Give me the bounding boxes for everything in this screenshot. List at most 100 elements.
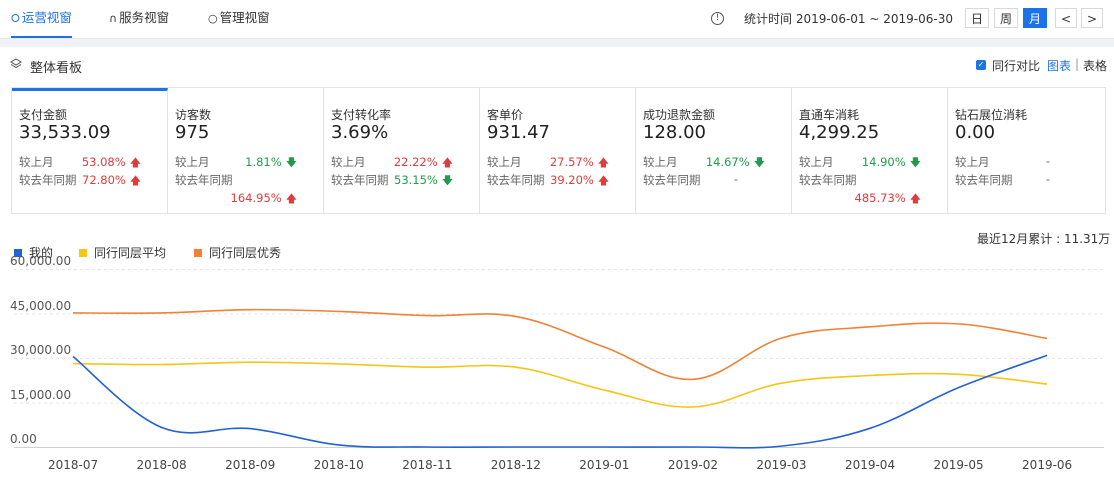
legend-item-peer-excellent[interactable]: 同行同层优秀: [194, 244, 281, 261]
arrow-down-icon: 🡇: [753, 156, 765, 169]
yoy-value-text: -: [733, 172, 738, 186]
metric-value: 931.47: [487, 122, 550, 143]
headset-icon: ∩: [109, 12, 118, 25]
legend-item-mine[interactable]: 我的: [14, 244, 53, 261]
arrow-up-icon: 🡅: [441, 156, 453, 169]
operations-icon: ⭘: [11, 12, 20, 25]
yoy-value: -: [734, 172, 738, 186]
legend-label: 我的: [29, 246, 54, 260]
yoy-label: 较去年同期: [487, 173, 545, 187]
metric-card[interactable]: 访客数 975 较上月 1.81% 🡇 较去年同期 164.95% 🡅: [168, 88, 324, 213]
x-tick-label: 2019-06: [1022, 458, 1073, 472]
metric-card[interactable]: 钻石展位消耗 0.00 较上月 - 较去年同期 -: [948, 88, 1105, 213]
x-tick-label: 2019-05: [933, 458, 984, 472]
period-month-button[interactable]: 月: [1023, 8, 1047, 28]
y-tick-label: 45,000.00: [10, 298, 72, 313]
panel-title: 整体看板: [30, 61, 83, 76]
metric-value: 33,533.09: [19, 122, 111, 143]
arrow-up-icon: 🡅: [285, 192, 297, 205]
mom-row: 较上月 27.57% 🡅: [487, 154, 627, 170]
mom-label: 较上月: [175, 155, 210, 169]
mom-value: -: [1046, 154, 1050, 168]
yoy-row: 较去年同期 72.80% 🡅: [19, 172, 159, 188]
mom-label: 较上月: [799, 155, 834, 169]
legend-item-peer-average[interactable]: 同行同层平均: [79, 244, 166, 261]
yoy-label: 较去年同期: [175, 173, 233, 187]
arrow-up-icon: 🡅: [597, 156, 609, 169]
yoy-value-text: 164.95%: [230, 191, 282, 205]
mom-row: 较上月 22.22% 🡅: [331, 154, 471, 170]
legend-label: 同行同层平均: [94, 246, 167, 260]
metric-card[interactable]: 支付金额 33,533.09 较上月 53.08% 🡅 较去年同期 72.80% 🡅: [12, 88, 168, 213]
mom-value-text: 1.81%: [245, 155, 282, 169]
tab-operations[interactable]: ⭘ 运营视窗: [11, 0, 72, 38]
prev-period-button[interactable]: <: [1055, 8, 1077, 28]
mom-value-text: 53.08%: [81, 155, 126, 169]
compare-checkbox[interactable]: ✓: [976, 60, 986, 70]
metric-label: 钻石展位消耗: [955, 108, 1028, 122]
x-tick-label: 2018-08: [136, 458, 187, 472]
yoy-row: 较去年同期 39.20% 🡅: [487, 172, 627, 188]
x-tick-label: 2019-04: [844, 458, 896, 472]
metric-value: 3.69%: [331, 122, 389, 143]
info-icon[interactable]: !: [711, 12, 724, 25]
yoy-value-text: -: [1045, 172, 1050, 186]
mom-label: 较上月: [19, 155, 54, 169]
mom-value: 1.81% 🡇: [245, 154, 297, 173]
period-week-button[interactable]: 周: [994, 8, 1018, 28]
mom-value-text: 22.22%: [393, 155, 438, 169]
metric-label: 直通车消耗: [799, 108, 860, 122]
yoy-value-text: 485.73%: [854, 191, 906, 205]
series-line-1[interactable]: [72, 361, 1048, 408]
x-tick-label: 2019-02: [667, 458, 718, 472]
period-day-button[interactable]: 日: [965, 8, 989, 28]
tab-management-label: 管理视窗: [219, 10, 270, 25]
mom-value-text: -: [1045, 154, 1050, 168]
x-tick-label: 2019-01: [579, 458, 630, 472]
y-tick-label: 15,000.00: [10, 387, 72, 402]
x-tick-label: 2019-03: [756, 458, 807, 472]
mom-label: 较上月: [955, 155, 990, 169]
yoy-label: 较去年同期: [331, 173, 389, 187]
layers-icon: [10, 58, 22, 69]
yoy-value: -: [1046, 172, 1050, 186]
mom-value-text: 27.57%: [549, 155, 594, 169]
tab-service-label: 服务视窗: [119, 10, 170, 25]
section-gap: [0, 39, 1114, 47]
arrow-up-icon: 🡅: [129, 174, 142, 187]
mom-value: 22.22% 🡅: [394, 154, 453, 173]
metric-label: 成功退款金额: [643, 108, 716, 122]
tab-operations-label: 运营视窗: [21, 10, 72, 25]
tab-service[interactable]: ∩ 服务视窗: [109, 0, 169, 36]
metric-card[interactable]: 成功退款金额 128.00 较上月 14.67% 🡇 较去年同期 -: [636, 88, 792, 213]
metric-value: 4,299.25: [799, 122, 880, 143]
x-tick-label: 2018-12: [490, 458, 541, 472]
mom-row: 较上月 14.90% 🡇: [799, 154, 939, 170]
series-line-2[interactable]: [72, 308, 1048, 381]
metric-card[interactable]: 客单价 931.47 较上月 27.57% 🡅 较去年同期 39.20% 🡅: [480, 88, 636, 213]
view-table-link[interactable]: 表格: [1083, 59, 1108, 73]
view-chart-link[interactable]: 图表: [1047, 59, 1072, 73]
series-line-0[interactable]: [72, 354, 1048, 449]
yoy-label: 较去年同期: [643, 173, 701, 187]
mom-value: 27.57% 🡅: [550, 154, 609, 173]
yoy-value: 53.15% 🡇: [394, 172, 453, 191]
tab-management[interactable]: ○ 管理视窗: [208, 0, 270, 36]
yoy-row: 较去年同期: [799, 172, 939, 188]
cumulative-total: 最近12月累计 : 11.31万: [977, 232, 1111, 246]
yoy-row: 较去年同期 -: [955, 172, 1095, 188]
next-period-button[interactable]: >: [1081, 8, 1103, 28]
legend-swatch: [79, 248, 87, 257]
mom-row: 较上月 14.67% 🡇: [643, 154, 783, 170]
arrow-up-icon: 🡅: [909, 192, 921, 205]
y-tick-label: 30,000.00: [10, 343, 72, 357]
compare-label: 同行对比: [992, 59, 1041, 73]
arrow-down-icon: 🡇: [909, 156, 921, 169]
mom-row: 较上月 1.81% 🡇: [175, 154, 315, 170]
yoy-value-text: 53.15%: [394, 173, 438, 187]
yoy-row: 较去年同期 -: [643, 172, 783, 188]
mom-value: 14.67% 🡇: [706, 154, 765, 173]
metric-label: 客单价: [487, 108, 524, 122]
metric-card[interactable]: 直通车消耗 4,299.25 较上月 14.90% 🡇 较去年同期 485.73% 🡅: [792, 88, 948, 213]
metric-card[interactable]: 支付转化率 3.69% 较上月 22.22% 🡅 较去年同期 53.15% 🡇: [324, 88, 480, 213]
